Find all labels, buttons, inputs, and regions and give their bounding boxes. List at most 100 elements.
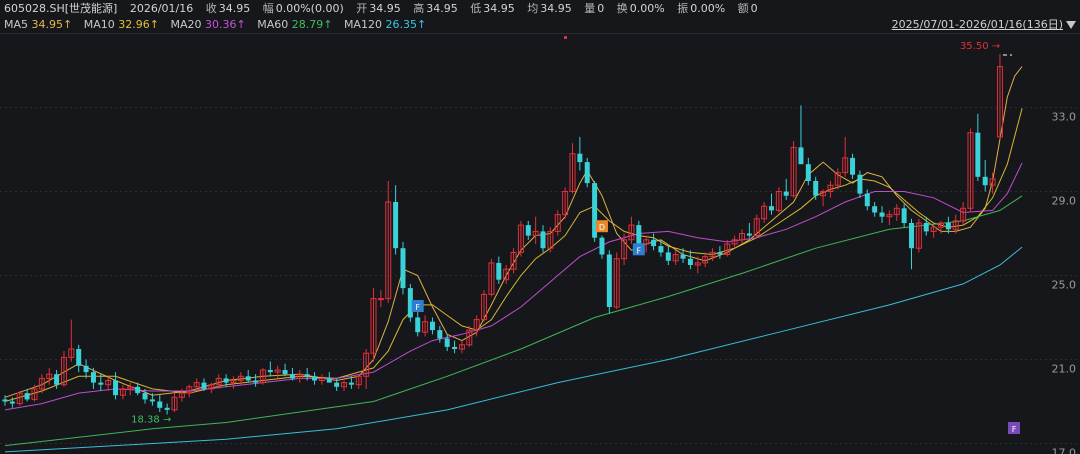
candle-body xyxy=(709,251,716,258)
dropdown-triangle-icon[interactable] xyxy=(1066,21,1076,29)
candle-body xyxy=(739,233,745,241)
candle-body xyxy=(481,293,488,321)
candle-body xyxy=(119,388,126,396)
candle-body xyxy=(105,380,112,386)
ma-line-ma10 xyxy=(4,108,1023,402)
candle-body xyxy=(982,176,988,186)
candle-body xyxy=(510,251,517,270)
corner-badge-text: F xyxy=(1012,425,1017,434)
candle-body xyxy=(178,392,185,398)
ma10-legend[interactable]: MA10 32.96↑ xyxy=(83,18,159,31)
candle-body xyxy=(24,393,30,400)
candlestick-chart[interactable]: 33.0 29.0 25.0 21.0 17.0 35.50 → 18.38 → F D F F xyxy=(0,34,1080,454)
candle-body xyxy=(813,181,819,196)
date-range-selector[interactable]: 2025/07/01-2026/01/16(136日) xyxy=(892,17,1076,33)
y-tick-label: 33.0 xyxy=(1052,111,1077,124)
avg-value: 34.95 xyxy=(540,2,572,15)
candle-body xyxy=(562,191,569,216)
candle-body xyxy=(127,386,134,390)
candle-body xyxy=(215,377,222,386)
candle-body xyxy=(135,386,141,394)
candle-body xyxy=(385,201,392,300)
candle-body xyxy=(296,373,303,379)
candle-body xyxy=(702,256,709,264)
candle-body xyxy=(621,239,628,260)
ma60-legend[interactable]: MA60 28.79↑ xyxy=(257,18,333,31)
candle-body xyxy=(937,222,944,228)
candle-body xyxy=(253,380,259,383)
candle-body xyxy=(967,132,974,209)
candle-body xyxy=(592,183,598,238)
candle-body xyxy=(201,382,207,389)
quote-date: 2026/01/16 xyxy=(129,2,194,15)
y-tick-label: 25.0 xyxy=(1052,279,1077,292)
candle-body xyxy=(488,262,495,295)
ma120-legend[interactable]: MA120 26.35↑ xyxy=(343,18,427,31)
marker-badge-f: F xyxy=(632,243,645,256)
candle-body xyxy=(437,330,443,339)
date-range-label[interactable]: 2025/07/01-2026/01/16(136日) xyxy=(891,18,1063,31)
candle-body xyxy=(98,382,104,385)
candle-body xyxy=(400,248,406,289)
candle-body xyxy=(864,193,870,207)
candle-body xyxy=(930,226,937,232)
candle-body xyxy=(113,380,119,396)
candle-body xyxy=(996,66,1003,138)
candle-body xyxy=(834,172,841,186)
candle-body xyxy=(872,206,878,213)
candle-body xyxy=(157,401,163,408)
y-tick-label: 29.0 xyxy=(1052,195,1077,208)
candle-body xyxy=(783,191,789,196)
candle-body xyxy=(326,378,332,383)
candle-body xyxy=(83,365,89,373)
candle-body xyxy=(422,321,429,333)
candle-body xyxy=(915,222,922,249)
candle-body xyxy=(2,399,8,402)
candle-body xyxy=(569,153,576,192)
marker-badge-f: F xyxy=(411,300,424,312)
candle-body xyxy=(90,372,96,383)
candle-body xyxy=(805,164,811,181)
candle-body xyxy=(850,157,856,175)
top-red-marker xyxy=(564,36,567,39)
candle-body xyxy=(193,382,200,388)
candle-body xyxy=(496,262,502,280)
candle-body xyxy=(230,380,237,384)
candle-body xyxy=(606,254,612,307)
candle-body xyxy=(304,374,310,377)
candle-body xyxy=(341,382,348,388)
candle-body xyxy=(312,376,318,381)
candle-body xyxy=(171,396,178,411)
symbol[interactable]: 605028.SH[世茂能源] xyxy=(4,2,118,15)
candle-body xyxy=(525,225,531,236)
ma20-legend[interactable]: MA20 30.36↑ xyxy=(170,18,246,31)
candle-body xyxy=(76,349,82,366)
candle-body xyxy=(149,399,155,402)
candle-body xyxy=(613,258,620,308)
candle-body xyxy=(444,338,450,347)
candle-body xyxy=(274,369,281,373)
candle-body xyxy=(223,378,229,383)
ma-line-ma20 xyxy=(4,162,1023,411)
candle-body xyxy=(827,184,834,192)
ma5-legend[interactable]: MA5 34.95↑ xyxy=(4,18,73,31)
candle-body xyxy=(547,230,554,249)
candle-body xyxy=(348,382,354,385)
candle-body xyxy=(393,202,399,249)
candle-body xyxy=(842,157,849,174)
candle-body xyxy=(473,319,480,331)
marker-badge-text: F xyxy=(637,246,642,255)
candle-body xyxy=(517,224,524,253)
marker-badge-bg xyxy=(411,300,424,312)
candle-body xyxy=(893,207,900,216)
candle-body xyxy=(584,162,590,184)
max-price-label: 35.50 → xyxy=(960,41,1000,52)
candle-body xyxy=(694,262,701,266)
candle-body xyxy=(540,231,546,249)
candle-body xyxy=(775,191,782,211)
candle-body xyxy=(798,147,804,165)
candle-body xyxy=(960,207,967,222)
candle-body xyxy=(429,321,435,331)
candle-body xyxy=(768,206,774,211)
candle-body xyxy=(989,178,996,186)
